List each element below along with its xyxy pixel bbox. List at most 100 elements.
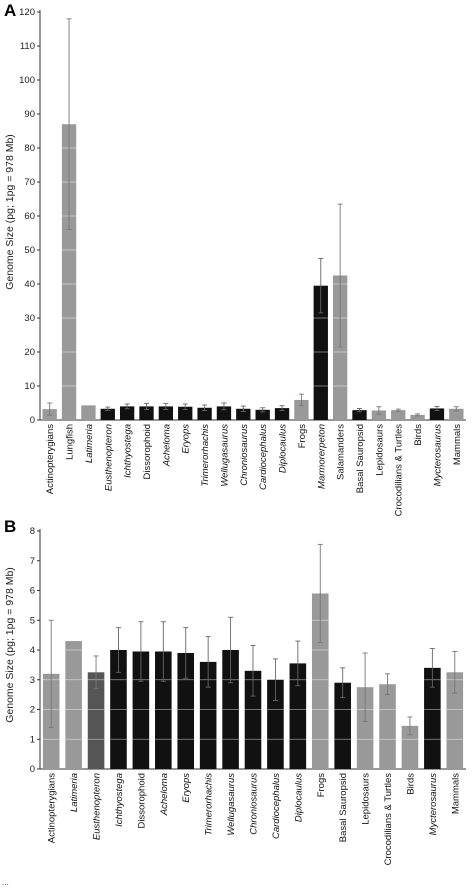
bar (401, 725, 419, 769)
chart-b: 0 1 2 3 4 5 6 7 8 Actinopterygians Latimeria Eusthe… (30, 526, 466, 865)
panel-label-a: A (4, 1, 16, 20)
y-tick-label: 0 (30, 415, 35, 426)
bar (449, 408, 464, 420)
bar (391, 410, 406, 420)
category-label: Dissorophoid (136, 773, 147, 828)
category-label: Lepidosaurs (374, 424, 385, 476)
category-label: Eryops (181, 424, 192, 454)
bar (255, 409, 270, 420)
category-label: Basal Sauropsid (355, 424, 366, 493)
bar (87, 672, 105, 769)
category-label: Marmorerpeton (316, 424, 327, 489)
bar (274, 408, 290, 420)
chart-a: 0 10 20 30 40 50 60 70 80 90 100 110 120 Actinopteryg… (19, 7, 466, 516)
category-label: Trimerorhachis (200, 424, 211, 487)
category-label: Eusthenopteron (103, 424, 114, 491)
bar (410, 414, 425, 420)
y-tick-label: 60 (24, 211, 35, 222)
category-label: Diplocaulus (278, 424, 289, 473)
y-tick-label: 2 (30, 705, 35, 716)
bar (244, 670, 262, 769)
category-label: Mycterosaurus (428, 773, 439, 836)
bar (199, 661, 217, 769)
category-label: Basal Sauropsid (338, 773, 349, 842)
bar (100, 408, 115, 420)
category-label: Ichthyostega (123, 424, 134, 478)
category-label: Actinopterygians (47, 773, 58, 843)
category-label: Frogs (297, 424, 308, 449)
category-label: Actinopterygians (45, 424, 56, 494)
bar (177, 652, 195, 769)
y-tick-label: 20 (24, 347, 35, 358)
category-label: Chroniosaurus (239, 424, 250, 486)
bar (81, 405, 96, 420)
caption-fragment: ... (2, 877, 9, 887)
category-label: Acheloma (159, 773, 170, 816)
category-label: Trimerorhachis (204, 773, 215, 836)
y-tick-label: 4 (30, 645, 35, 656)
category-label: Cardiocephalus (271, 773, 282, 839)
bar (197, 407, 212, 420)
y-tick-label: 7 (30, 556, 35, 567)
category-label: Eusthenopteron (92, 773, 103, 840)
y-tick-label: 120 (19, 7, 35, 18)
category-label: Crocodilians & Turtles (394, 424, 405, 517)
bar (352, 410, 367, 420)
panel-label-b: B (4, 517, 16, 536)
category-label: Dissorophoid (142, 424, 153, 479)
y-tick-label: 3 (30, 675, 35, 686)
category-label: Ichthyostega (114, 773, 125, 827)
category-label: Crocodilians & Turtles (383, 773, 394, 866)
bar (178, 406, 193, 420)
bar (158, 406, 174, 420)
y-axis-label-a: Genome Size (pg; 1pg = 978 Mb) (4, 134, 16, 290)
bar (334, 682, 351, 769)
y-tick-label: 30 (24, 313, 35, 324)
y-tick-label: 5 (30, 615, 35, 626)
y-tick-label: 110 (20, 41, 35, 52)
bar (139, 406, 154, 420)
bar (236, 408, 251, 420)
bar (267, 679, 284, 769)
y-tick-label: 10 (24, 381, 35, 392)
bar (216, 406, 232, 420)
category-label: Salamanders (336, 424, 347, 480)
panel-b: B Genome Size (pg; 1pg = 978 Mb) 0 1 2 3 4 5 6… (4, 517, 466, 865)
bar (429, 408, 445, 420)
bar (371, 410, 387, 420)
category-label: Latimeria (84, 424, 95, 463)
bar (65, 641, 82, 769)
category-label: Diplocaulus (293, 773, 304, 822)
category-label: Eryops (181, 773, 192, 803)
bar (356, 687, 374, 769)
y-tick-label: 50 (24, 245, 35, 256)
category-label: Mycterosaurus (432, 424, 443, 487)
bar (119, 406, 135, 420)
bar (61, 124, 77, 420)
category-label: Mammals (452, 424, 463, 465)
bar (289, 663, 307, 769)
category-label: Frogs (316, 773, 327, 798)
bar (332, 275, 348, 420)
category-label: Lungfish (65, 424, 76, 460)
y-tick-label: 40 (24, 279, 35, 290)
category-label: Chroniosaurus (249, 773, 260, 835)
category-label: Birds (405, 773, 416, 795)
category-label: Wellugasaurus (219, 424, 230, 487)
y-tick-label: 70 (24, 177, 35, 188)
y-tick-label: 0 (30, 764, 35, 775)
y-tick-label: 1 (30, 734, 35, 745)
y-tick-label: 80 (24, 143, 35, 154)
y-tick-label: 100 (19, 75, 35, 86)
category-label: Acheloma (161, 424, 172, 467)
y-axis-label-b: Genome Size (pg; 1pg = 978 Mb) (4, 567, 16, 723)
category-label: Latimeria (69, 773, 80, 812)
category-label: Lepidosaurs (361, 773, 372, 825)
bar (311, 593, 329, 769)
bar (446, 672, 464, 769)
category-label: Mammals (450, 773, 461, 814)
bar (313, 285, 328, 420)
bar (424, 667, 441, 769)
y-tick-label: 6 (30, 586, 35, 597)
